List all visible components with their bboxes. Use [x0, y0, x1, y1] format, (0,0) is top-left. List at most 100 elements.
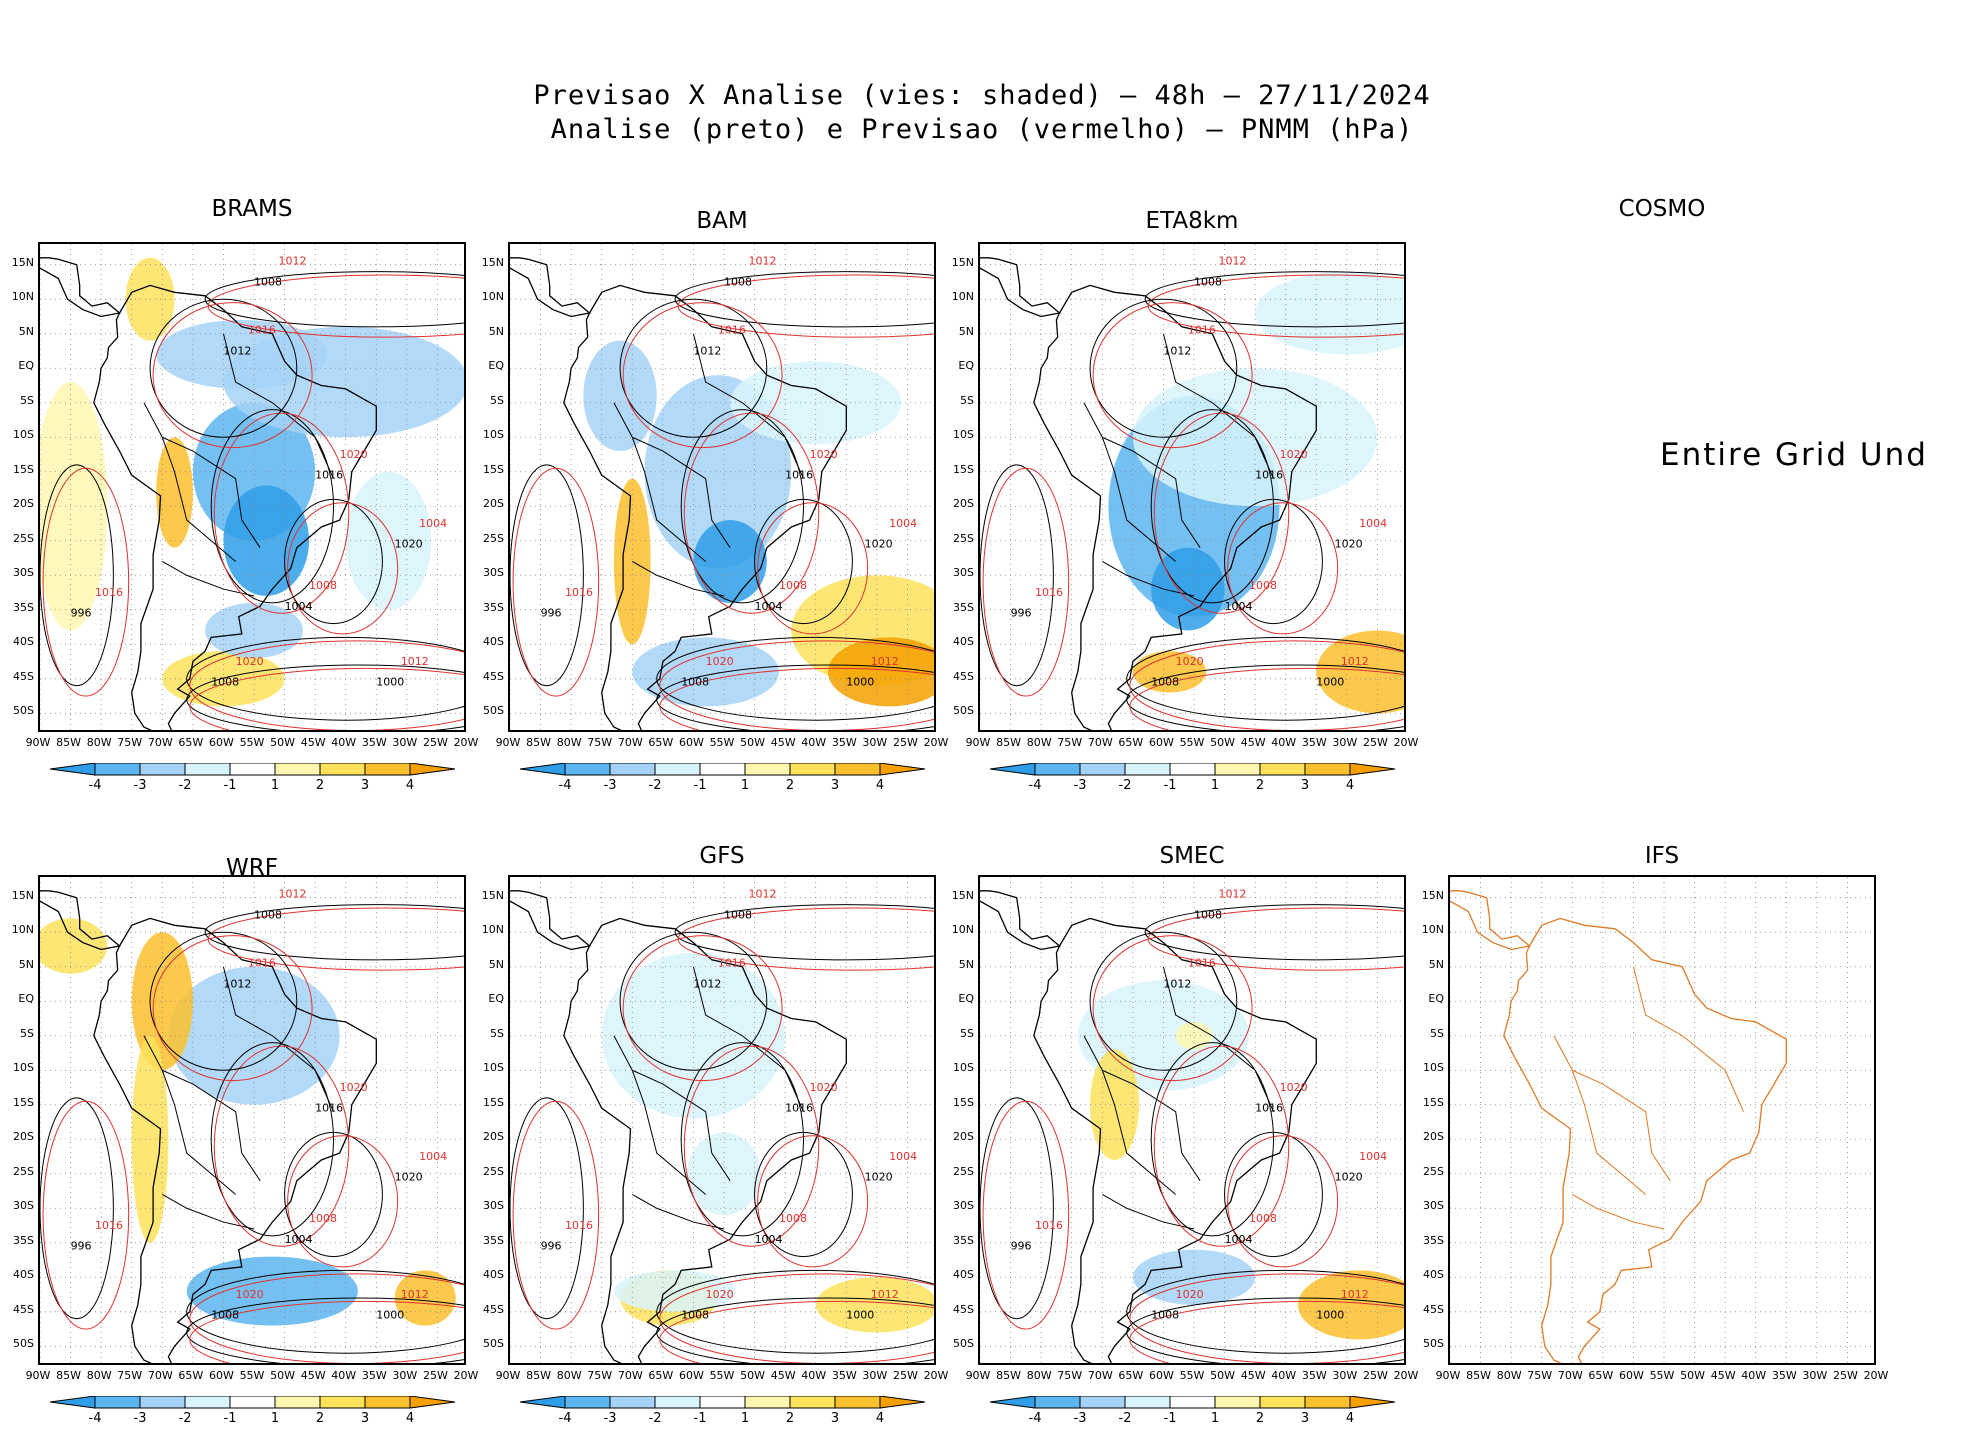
analysis-isobar-label: 1000 [846, 1309, 874, 1322]
lat-tick-label: 45S [13, 1302, 34, 1316]
forecast-isobar [152, 302, 313, 449]
bias-shade-region [613, 478, 651, 645]
lat-tick-label: 50S [1423, 1337, 1444, 1351]
forecast-isobar-label: 1012 [1218, 888, 1246, 901]
lat-tick-label: 15S [953, 1095, 974, 1109]
analysis-isobar-label: 1000 [846, 676, 874, 689]
lon-tick-label: 35W [1771, 1369, 1797, 1382]
bias-shade-region [223, 326, 464, 438]
analysis-isobar [1089, 931, 1238, 1071]
analysis-isobar-label: 1020 [1335, 1171, 1363, 1184]
country-border [1102, 436, 1201, 548]
analysis-isobar [619, 298, 768, 438]
analysis-isobar-label: 996 [1011, 1240, 1032, 1253]
lon-tick-label: 85W [526, 736, 551, 749]
forecast-isobar-label: 1004 [419, 517, 447, 530]
forecast-isobar [42, 1100, 130, 1330]
lat-tick-label: 5N [488, 957, 504, 971]
forecast-isobar [189, 1273, 464, 1363]
lat-tick-label: 25S [483, 531, 504, 545]
country-border [1572, 1194, 1665, 1230]
colorbar-segment [409, 762, 456, 776]
lat-tick-label: 35S [953, 600, 974, 614]
bias-shade-region [40, 918, 108, 974]
lat-tick-label: 5S [490, 1026, 504, 1040]
south-america-coastline [563, 284, 847, 730]
colorbar-segment [744, 762, 791, 776]
title-line-2: Analise (preto) e Previsao (vermelho) – … [550, 114, 1414, 145]
colorbar-label: 4 [875, 1411, 885, 1426]
bias-shade-region [693, 520, 767, 603]
analysis-isobar-label: 1008 [211, 676, 239, 689]
analysis-isobar-label: 1012 [693, 344, 721, 357]
colorbar-label: -1 [693, 778, 707, 793]
colorbar-segment [564, 762, 611, 776]
forecast-isobar-label: 1020 [810, 448, 838, 461]
analysis-isobar-label: 996 [71, 607, 92, 620]
colorbar-segment [609, 1395, 656, 1409]
colorbar-label: -4 [558, 1411, 572, 1426]
lat-tick-label: 5N [488, 324, 504, 338]
lon-tick-label: 80W [1026, 736, 1052, 749]
forecast-isobar-label: 1016 [718, 324, 746, 337]
analysis-isobar [656, 1297, 934, 1363]
analysis-isobar-label: 1020 [395, 1171, 423, 1184]
map-frame-gfs: 1008 1012 1012 1016 1016 1020 1020 1004 1004 1008… [508, 875, 936, 1365]
lat-tick-label: 5N [958, 957, 974, 971]
analysis-isobar-label: 1012 [1163, 977, 1191, 990]
forecast-isobar [189, 640, 464, 730]
forecast-isobar-label: 1004 [889, 517, 917, 530]
lat-tick-label: 20S [13, 497, 34, 511]
lat-tick-label: 45S [483, 669, 504, 683]
analysis-isobar [1089, 298, 1238, 438]
lat-tick-label: 25S [953, 531, 974, 545]
colorbar-label: -1 [693, 1411, 707, 1426]
country-border [1083, 1035, 1176, 1195]
forecast-isobar [1092, 935, 1253, 1082]
forecast-isobar-label: 1012 [1218, 255, 1246, 268]
lat-tick-label: 50S [13, 704, 34, 718]
colorbar-segment [1034, 1395, 1081, 1409]
forecast-isobar-label: 1016 [565, 1219, 593, 1232]
colorbar-label: -3 [1073, 778, 1087, 793]
lon-tick-label: 20W [1393, 736, 1419, 749]
analysis-isobar [1126, 664, 1404, 730]
lon-tick-label: 30W [1332, 1369, 1358, 1382]
analysis-isobar-label: 1008 [724, 908, 752, 921]
colorbar-label: 2 [785, 778, 795, 793]
forecast-isobar-label: 1020 [706, 1288, 734, 1301]
lon-tick-label: 60W [208, 736, 234, 749]
forecast-isobar [659, 1273, 934, 1363]
central-america-coastline [1450, 890, 1531, 951]
lat-tick-label: 30S [953, 566, 974, 580]
colorbar-label: 3 [1300, 1411, 1310, 1426]
panel-title-brams: BRAMS [211, 196, 293, 222]
map-canvas: 1008 1012 1012 1016 1016 1020 1020 1004 1004 1008… [40, 877, 464, 1363]
panel-title-smec: SMEC [1159, 843, 1225, 869]
colorbar-segment [519, 1395, 566, 1409]
lon-tick-label: 40W [1271, 736, 1297, 749]
bias-shade-region [632, 637, 780, 707]
lon-tick-label: 85W [996, 736, 1021, 749]
country-border [1572, 1069, 1671, 1181]
colorbar-segment [609, 762, 656, 776]
colorbar-segment [409, 1395, 456, 1409]
forecast-isobar-label: 1016 [95, 1219, 123, 1232]
analysis-isobar-label: 1008 [1151, 676, 1179, 689]
lon-tick-label: 75W [1057, 736, 1083, 749]
lon-tick-label: 45W [770, 1369, 796, 1382]
bias-shade-region [345, 471, 432, 610]
lat-tick-label: EQ [18, 359, 34, 373]
analysis-isobar-label: 1004 [1225, 1233, 1253, 1246]
colorbar-wrf [49, 1395, 460, 1409]
country-border [1083, 402, 1176, 562]
forecast-isobar-label: 1012 [871, 1288, 899, 1301]
lat-tick-label: 40S [953, 635, 974, 649]
lat-tick-label: 5S [20, 1026, 34, 1040]
lon-tick-label: 55W [239, 736, 265, 749]
forecast-isobar [1153, 412, 1290, 614]
colorbar-segment [989, 1395, 1036, 1409]
forecast-isobar-label: 1020 [340, 448, 368, 461]
lon-tick-label: 60W [678, 1369, 704, 1382]
colorbar-segment [274, 762, 321, 776]
